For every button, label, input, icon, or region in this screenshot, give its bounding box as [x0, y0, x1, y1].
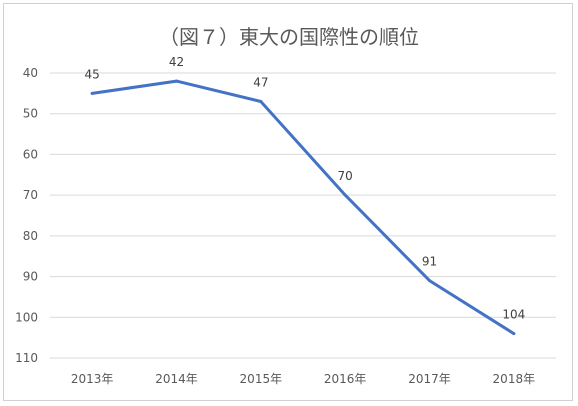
y-tick-label: 100 — [15, 310, 38, 324]
data-label: 47 — [253, 76, 268, 90]
data-point — [259, 100, 263, 103]
chart-title: （図７）東大の国際性の順位 — [159, 25, 419, 49]
data-label: 70 — [338, 169, 353, 183]
y-axis-ticks: 40 50 60 70 80 90 100 110 — [15, 66, 38, 365]
x-tick-label: 2015年 — [240, 372, 283, 386]
y-tick-label: 40 — [23, 66, 38, 80]
y-tick-label: 50 — [23, 107, 38, 121]
x-tick-label: 2017年 — [408, 372, 451, 386]
y-tick-label: 90 — [23, 270, 38, 284]
data-point — [343, 193, 347, 197]
data-label: 104 — [502, 308, 525, 322]
series-line — [90, 79, 516, 336]
series-layer — [90, 79, 516, 336]
x-axis-ticks: 2013年 2014年 2015年 2016年 2017年 2018年 — [71, 372, 535, 386]
data-label: 91 — [422, 255, 437, 269]
data-point — [512, 332, 516, 336]
y-tick-label: 110 — [15, 351, 38, 365]
gridlines — [50, 72, 556, 359]
data-label: 45 — [85, 67, 100, 81]
x-tick-label: 2013年 — [71, 372, 114, 386]
data-point — [90, 91, 94, 95]
x-tick-label: 2014年 — [155, 372, 198, 386]
chart-frame — [3, 3, 573, 401]
data-labels: 45 42 47 70 91 104 — [85, 55, 526, 321]
x-tick-label: 2016年 — [324, 372, 367, 386]
data-label: 42 — [169, 55, 184, 69]
x-tick-label: 2018年 — [493, 372, 536, 386]
data-point — [175, 79, 178, 83]
y-tick-label: 70 — [23, 188, 38, 202]
data-point — [428, 279, 431, 283]
y-tick-label: 60 — [23, 147, 38, 161]
y-tick-label: 80 — [23, 229, 38, 243]
